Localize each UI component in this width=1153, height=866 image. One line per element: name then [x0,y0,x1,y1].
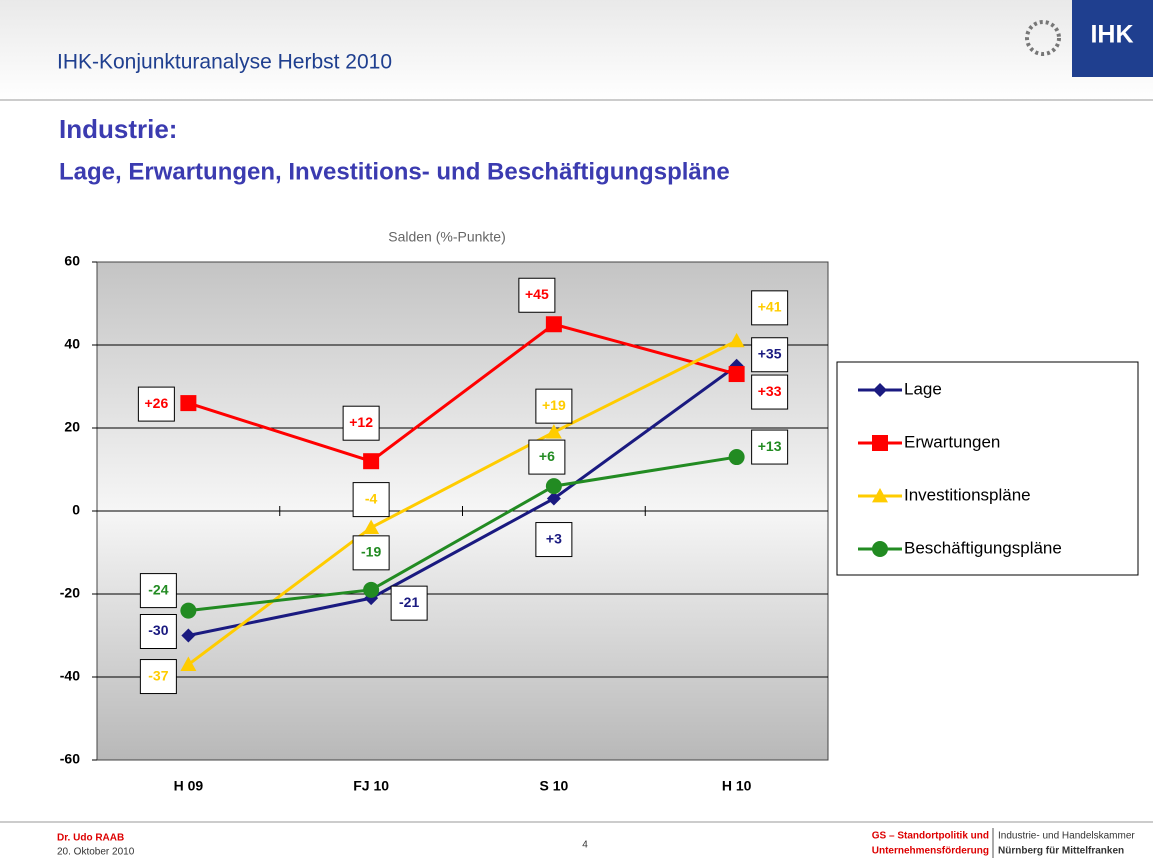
slide-title: Industrie: [59,114,177,144]
data-label: +19 [542,397,566,413]
series-line [187,339,738,666]
y-tick-label: 40 [64,336,80,352]
data-label: +6 [539,448,555,464]
label-box [528,439,566,475]
point [180,656,197,671]
label-box [139,573,177,609]
point [728,332,745,348]
label-box [342,405,380,441]
slide-subtitle: Lage, Erwartungen, Investitions- und Bes… [59,158,730,185]
label-box [139,659,177,695]
page-number: 4 [582,840,588,851]
data-label: -21 [399,594,419,610]
label-box [751,337,789,373]
point [363,581,380,598]
point [545,478,562,495]
point [872,541,888,557]
data-label: -19 [361,544,381,560]
label-box [751,429,789,465]
y-tick-label: 0 [72,502,80,518]
label-box [139,614,177,649]
header-band [0,0,1153,100]
point [545,316,562,333]
point [180,395,197,412]
data-label: +3 [546,530,562,546]
legend-label: Beschäftigungspläne [904,538,1062,557]
label-box [751,290,789,326]
point [546,491,561,506]
legend [836,361,1139,576]
data-label: -24 [148,581,168,597]
label-box [518,277,556,313]
data-label: +45 [525,286,549,302]
footer-author: Dr. Udo RAAB [57,833,124,844]
data-label: +12 [349,414,373,430]
data-label: +41 [758,299,782,315]
point [180,602,197,619]
data-label: -37 [148,667,168,683]
data-label: +13 [758,438,782,454]
x-tick-label: H 10 [722,778,752,794]
x-tick-label: FJ 10 [353,778,389,794]
point [872,488,888,503]
data-label: +26 [145,395,169,411]
legend-label: Investitionspläne [904,485,1031,504]
footer-dept: Unternehmensförderung [872,846,989,857]
legend-label: Erwartungen [904,432,1000,451]
y-tick-label: 20 [64,419,80,435]
logo-text: IHK [1090,21,1133,49]
footer-dept: GS – Standortpolitik und [872,831,989,842]
point [728,366,745,383]
footer-org: Industrie- und Handelskammer [998,831,1135,842]
logo-emblem [1025,20,1061,56]
point [872,435,888,451]
x-tick-label: S 10 [539,778,568,794]
point [873,383,887,397]
label-box [535,388,573,424]
header-title: IHK-Konjunkturanalyse Herbst 2010 [57,51,392,74]
point [363,453,380,470]
y-tick-label: -20 [60,585,80,601]
data-label: -4 [365,490,378,506]
axis-title: Salden (%-Punkte) [388,229,506,245]
label-box [352,535,390,571]
label-box [352,482,390,518]
series-line [188,364,738,637]
label-box [535,522,573,558]
label-box [751,374,789,410]
y-tick-label: -60 [60,751,80,767]
data-label: -30 [148,622,168,638]
footer-org: Nürnberg für Mittelfranken [998,846,1124,857]
y-tick-label: 60 [64,253,80,269]
x-tick-label: H 09 [174,778,204,794]
label-box [137,386,175,422]
point [181,628,196,643]
data-label: +33 [758,383,782,399]
y-tick-label: -40 [60,668,80,684]
data-label: +35 [758,345,782,361]
footer-date: 20. Oktober 2010 [57,847,135,858]
logo-box [1072,0,1153,77]
legend-label: Lage [904,379,942,398]
label-box [390,585,428,621]
point [728,449,745,466]
point [545,424,562,439]
series-line [188,455,737,613]
point [363,519,380,534]
series-line [187,322,738,463]
